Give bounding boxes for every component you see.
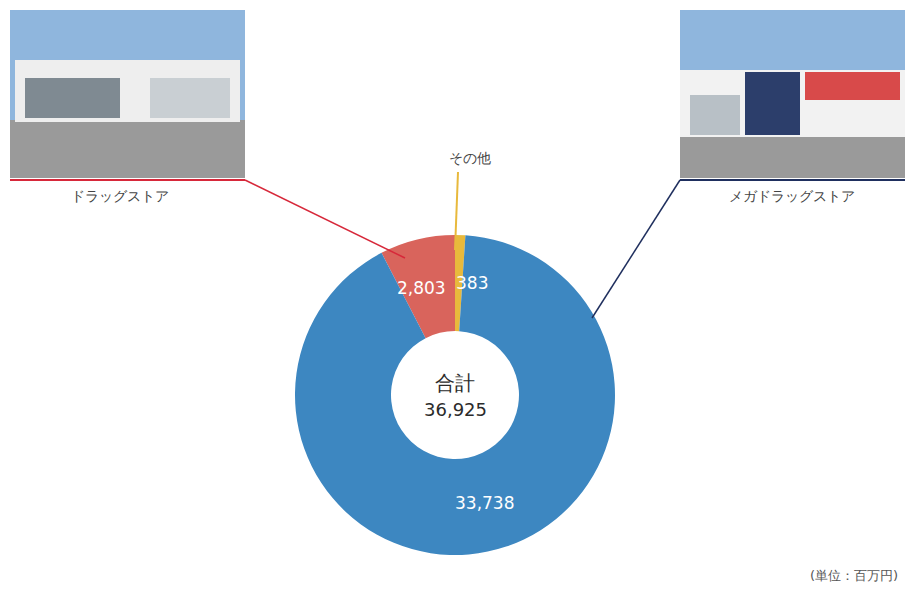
svg-text:36,925: 36,925: [424, 399, 487, 420]
svg-text:(単位：百万円): (単位：百万円): [810, 568, 898, 583]
svg-text:合計: 合計: [435, 371, 475, 395]
svg-text:ドラッグストア: ドラッグストア: [71, 188, 169, 204]
svg-text:その他: その他: [449, 150, 491, 166]
svg-text:33,738: 33,738: [455, 493, 514, 513]
svg-text:2,803: 2,803: [397, 278, 446, 298]
svg-text:383: 383: [456, 273, 488, 293]
svg-text:メガドラッグストア: メガドラッグストア: [729, 188, 855, 204]
